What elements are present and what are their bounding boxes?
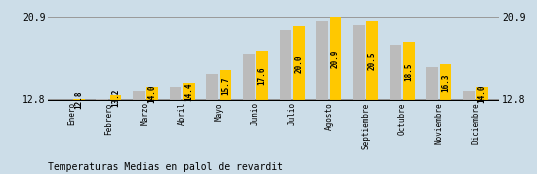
Bar [476,87,488,101]
Bar [170,87,182,101]
Bar [243,54,255,101]
Text: 20.9: 20.9 [331,50,340,68]
Bar [390,45,402,101]
Text: 20.5: 20.5 [368,52,376,70]
Text: 18.5: 18.5 [404,62,413,81]
Text: 14.0: 14.0 [478,85,487,103]
Bar [256,51,268,101]
Bar [426,68,438,101]
Text: 15.7: 15.7 [221,76,230,95]
Bar [60,101,71,103]
Text: 12.8: 12.8 [74,91,83,109]
Bar [73,99,85,101]
Bar [366,21,378,101]
Bar [183,83,194,101]
Bar [330,17,342,101]
Bar [280,30,292,101]
Bar [133,91,145,101]
Bar [440,64,452,101]
Bar [353,25,365,101]
Text: 13.2: 13.2 [111,89,120,107]
Bar [110,95,121,101]
Bar [146,87,158,101]
Text: 17.6: 17.6 [258,67,267,85]
Bar [316,21,328,101]
Bar [293,26,304,101]
Text: Temperaturas Medias en palol de revardit: Temperaturas Medias en palol de revardit [48,162,284,172]
Bar [403,42,415,101]
Text: 16.3: 16.3 [441,73,450,92]
Text: 14.0: 14.0 [148,85,157,103]
Text: 20.0: 20.0 [294,54,303,73]
Bar [220,70,231,101]
Bar [96,99,108,101]
Bar [206,74,218,101]
Text: 14.4: 14.4 [184,83,193,101]
Bar [463,91,475,101]
